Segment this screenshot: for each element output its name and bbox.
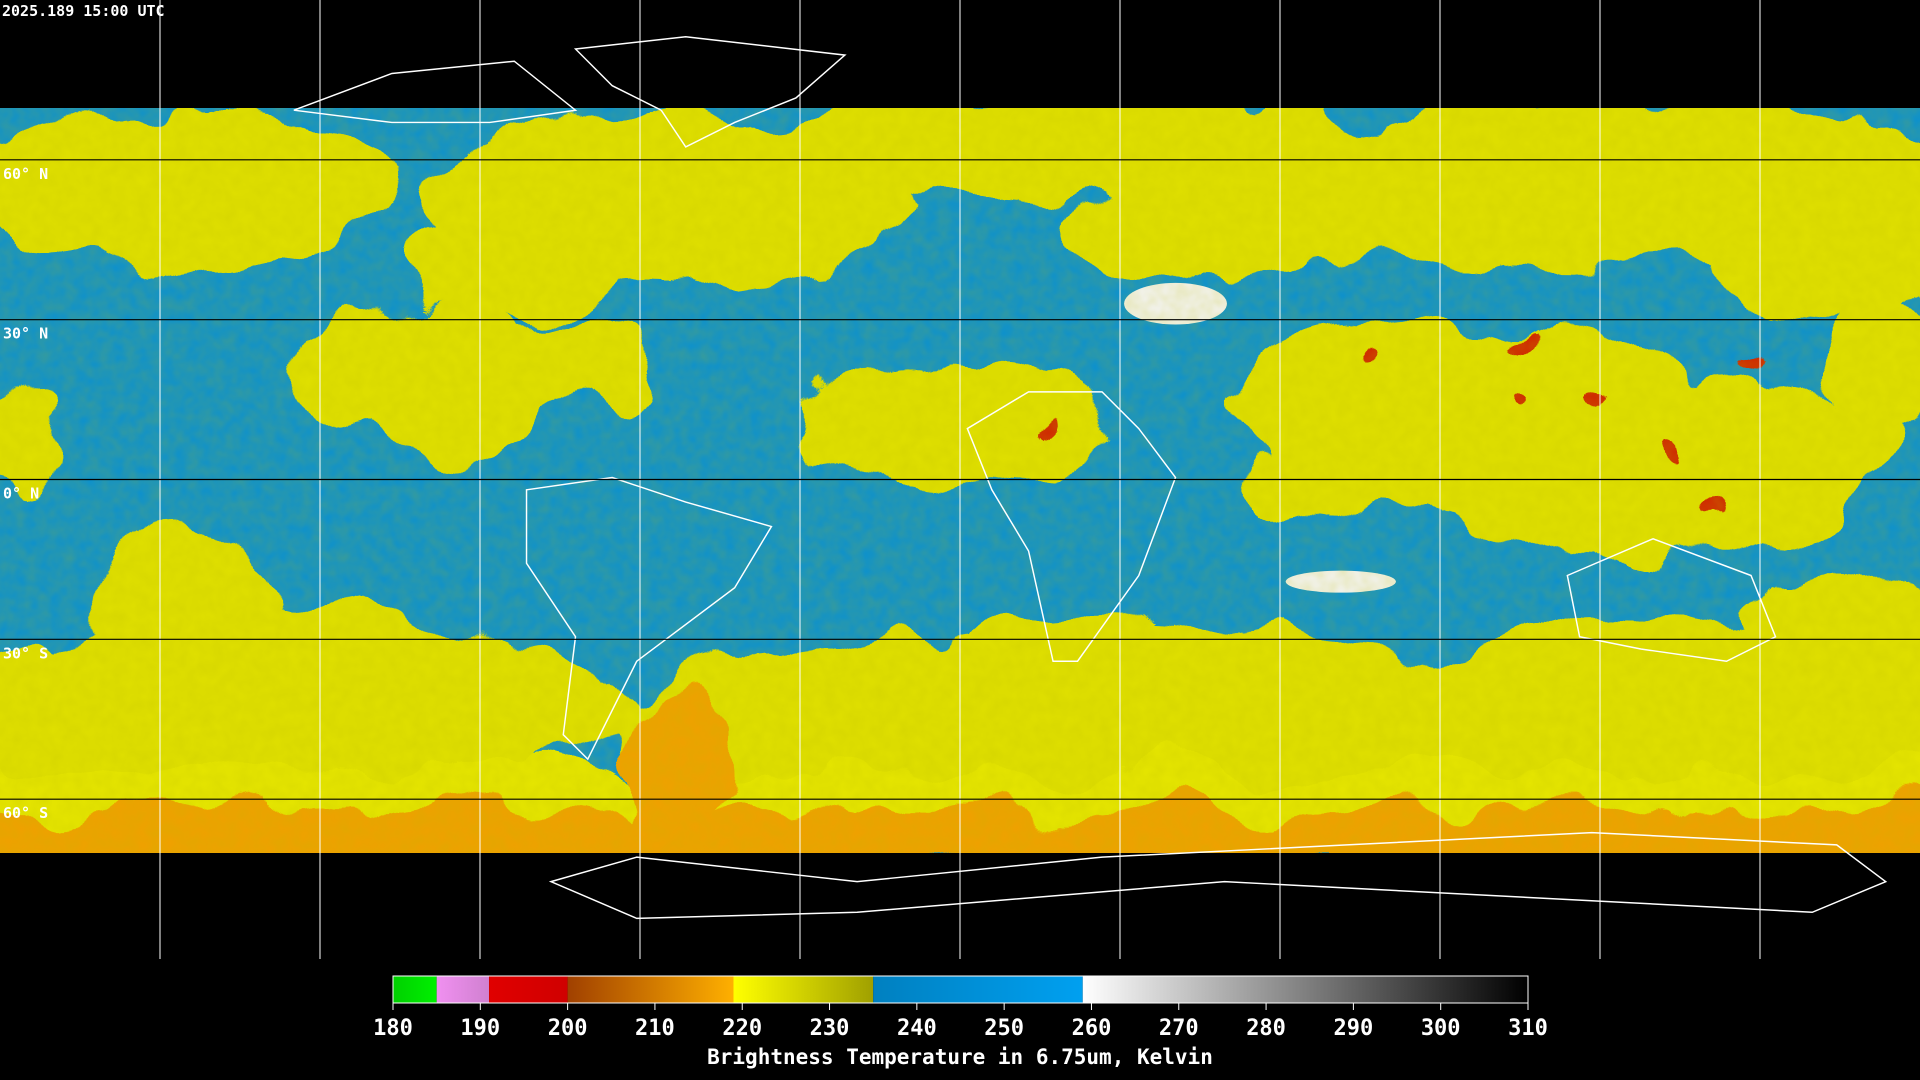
colorbar-tick-label: 180 bbox=[373, 1016, 413, 1041]
colorbar-tick-label: 220 bbox=[722, 1016, 762, 1041]
coastline bbox=[548, 831, 1888, 920]
colorbar-tick-label: 240 bbox=[897, 1016, 937, 1041]
colorbar-tick-label: 300 bbox=[1421, 1016, 1461, 1041]
colorbar-segment bbox=[567, 976, 734, 1003]
coastline bbox=[293, 60, 578, 124]
lat-label: 60° S bbox=[3, 804, 48, 822]
timestamp: 2025.189 15:00 UTC bbox=[2, 2, 165, 20]
colorbar-tick-label: 270 bbox=[1159, 1016, 1199, 1041]
colorbar-segment bbox=[489, 976, 568, 1003]
colorbar-segment bbox=[393, 976, 437, 1003]
colorbar-segment bbox=[1082, 976, 1528, 1003]
colorbar-tick-label: 250 bbox=[984, 1016, 1024, 1041]
colorbar-tick-label: 190 bbox=[460, 1016, 500, 1041]
lat-label: 0° N bbox=[3, 485, 39, 503]
colorbar: 180 190 200 210 220 230 240 250 260 270 280 290 300 3… bbox=[373, 975, 1548, 1041]
colorbar-tick-label: 290 bbox=[1334, 1016, 1374, 1041]
colorbar-segment bbox=[436, 976, 490, 1003]
colorbar-frame bbox=[392, 975, 1529, 1004]
colorbar-tick-label: 210 bbox=[635, 1016, 675, 1041]
colorbar-tick-label: 230 bbox=[810, 1016, 850, 1041]
colorbar-label: Brightness Temperature in 6.75um, Kelvin bbox=[707, 1045, 1213, 1069]
lat-label: 30° N bbox=[3, 325, 48, 343]
colorbar-segment bbox=[873, 976, 1083, 1003]
coastline bbox=[525, 476, 773, 761]
colorbar-tick-label: 280 bbox=[1246, 1016, 1286, 1041]
coastline bbox=[966, 391, 1177, 662]
coastline bbox=[573, 35, 847, 148]
coastlines bbox=[293, 35, 1888, 920]
colorbar-tick-label: 200 bbox=[548, 1016, 588, 1041]
colorbar-tick-label: 260 bbox=[1072, 1016, 1112, 1041]
colorbar-tick-label: 310 bbox=[1508, 1016, 1548, 1041]
graticule: 60° N 30° N 0° N 30° S 60° S bbox=[0, 0, 1920, 959]
lat-label: 30° S bbox=[3, 644, 48, 662]
colorbar-segment bbox=[733, 976, 874, 1003]
lat-label: 60° N bbox=[3, 165, 48, 183]
